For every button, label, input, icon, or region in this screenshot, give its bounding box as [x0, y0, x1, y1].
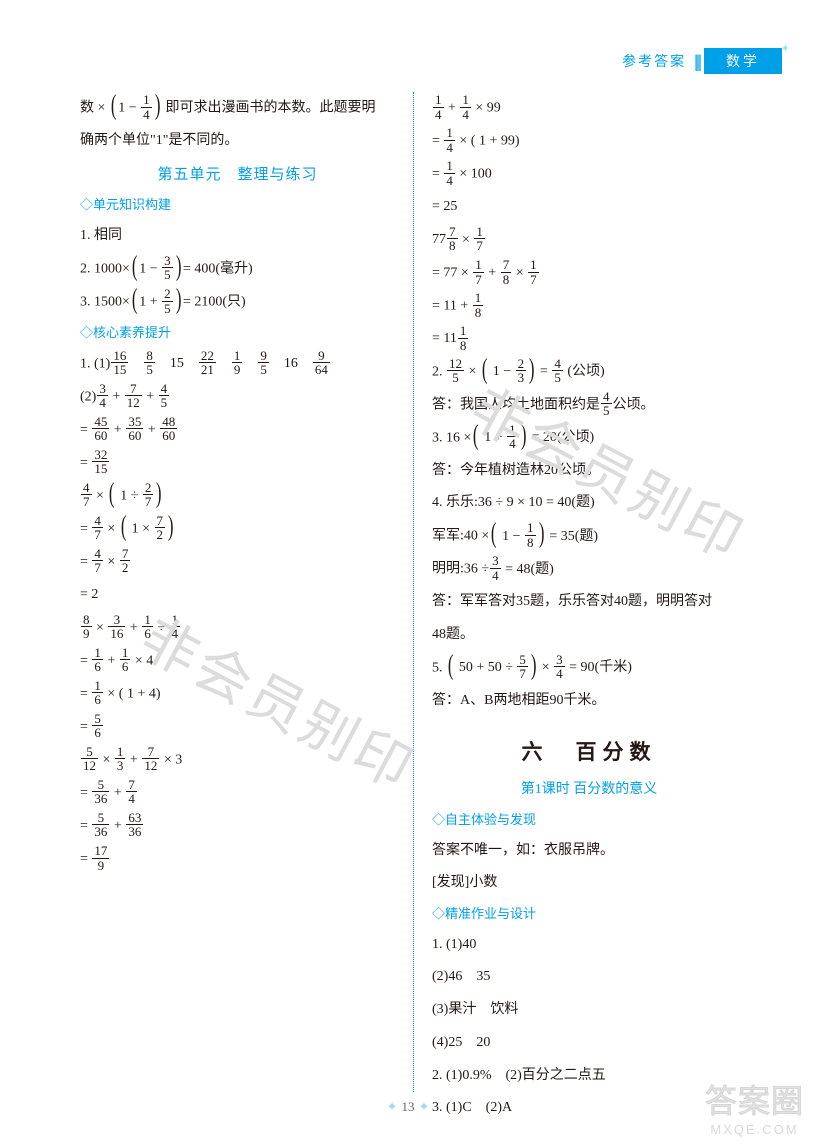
- p1-4-s2: = 16 × ( 1 + 4): [80, 678, 395, 711]
- header-star-icon: ✦: [781, 42, 790, 55]
- p1-5-s3: = 179: [80, 843, 395, 876]
- p1-2-s2: = 3215: [80, 447, 395, 480]
- lesson-1-title: 第1课时 百分数的意义: [432, 776, 746, 805]
- q4a: 4. 乐乐:36 ÷ 9 × 10 = 40(题): [432, 487, 746, 520]
- p1-3: 47 × ( 1 ÷ 27): [80, 480, 395, 513]
- header-subject: 数学: [704, 48, 782, 74]
- page-header: 参考答案 ||| 数学 ✦: [622, 48, 782, 74]
- q3-ans: 答：今年植树造林20公顷。: [432, 455, 746, 488]
- section-knowledge: ◇单元知识构建: [80, 192, 395, 219]
- p1-5: 512 × 13 + 712 × 3: [80, 744, 395, 777]
- intro-line-1: 数 × (1 − 14) 即可求出漫画书的本数。此题要明: [80, 92, 395, 125]
- r2-s1: = 77 × 17 + 78 × 17: [432, 257, 746, 290]
- p1-4-s3: = 56: [80, 711, 395, 744]
- q3: 3. 16 ×( 1 + 14) = 20(公顷): [432, 422, 746, 455]
- r1: 14 + 14 × 99: [432, 92, 746, 125]
- ch6-q2: 2. (1)0.9% (2)百分之二点五: [432, 1060, 746, 1093]
- page-number: ✦13✦: [0, 1099, 816, 1115]
- ch6-q1: 1. (1)40: [432, 929, 746, 962]
- section-self: ◇自主体验与发现: [432, 807, 746, 834]
- footer-watermark-logo: 答案圈 MXQE.COM: [705, 1076, 804, 1137]
- section-precision: ◇精准作业与设计: [432, 901, 746, 928]
- p1-5-s2: = 536 + 6336: [80, 810, 395, 843]
- header-bars-icon: |||: [694, 51, 700, 72]
- r2: 7778 × 17: [432, 224, 746, 257]
- r1-s3: = 25: [432, 191, 746, 224]
- q2: 2. 125 × ( 1 − 23) = 45 (公顷): [432, 356, 746, 389]
- p1-4-s1: = 16 + 16 × 4: [80, 645, 395, 678]
- p1-1: 1. (1)161585152221199516964: [80, 348, 395, 381]
- intro-line-2: 确两个单位"1"是不同的。: [80, 125, 395, 158]
- left-column: 数 × (1 − 14) 即可求出漫画书的本数。此题要明 确两个单位"1"是不同…: [80, 92, 413, 1092]
- chapter-6-title: 六 百分数: [432, 731, 746, 774]
- right-column: 14 + 14 × 99 = 14 × ( 1 + 99) = 14 × 100…: [413, 92, 746, 1092]
- ch6-q1b: (2)46 35: [432, 961, 746, 994]
- q5: 5. ( 50 + 50 ÷ 57) × 34 = 90(千米): [432, 652, 746, 685]
- r1-s2: = 14 × 100: [432, 158, 746, 191]
- q4-ans2: 48题。: [432, 619, 746, 652]
- q4b: 军军:40 ×( 1 − 18) = 35(题): [432, 520, 746, 553]
- r1-s1: = 14 × ( 1 + 99): [432, 125, 746, 158]
- p1-3-s3: = 2: [80, 579, 395, 612]
- p1-2-s1: = 4560 + 3560 + 4860: [80, 414, 395, 447]
- p1-5-s1: = 536 + 74: [80, 777, 395, 810]
- p1-2: (2)34 + 712 + 45: [80, 381, 395, 414]
- ch6-l1: 答案不唯一，如：衣服吊牌。: [432, 835, 746, 868]
- r2-s3: = 1118: [432, 323, 746, 356]
- q4c: 明明:36 ÷34 = 48(题): [432, 553, 746, 586]
- ch6-l2: [发现]小数: [432, 867, 746, 900]
- p1-3-s1: = 47 × ( 1 × 72): [80, 513, 395, 546]
- p1-3-s2: = 47 × 72: [80, 546, 395, 579]
- q5-ans: 答：A、B两地相距90千米。: [432, 685, 746, 718]
- item-1: 1. 相同: [80, 220, 395, 253]
- q2-ans: 答：我国人均土地面积约是45公顷。: [432, 389, 746, 422]
- item-2: 2. 1000×(1 − 35)= 400(毫升): [80, 253, 395, 286]
- section-core: ◇核心素养提升: [80, 320, 395, 347]
- content-area: 数 × (1 − 14) 即可求出漫画书的本数。此题要明 确两个单位"1"是不同…: [80, 92, 746, 1092]
- ch6-q1c: (3)果汁 饮料: [432, 994, 746, 1027]
- r2-s2: = 11 + 18: [432, 290, 746, 323]
- p1-4: 89 × 316 + 16 ÷ 14: [80, 612, 395, 645]
- header-ref: 参考答案: [622, 51, 686, 71]
- unit5-title: 第五单元 整理与练习: [80, 160, 395, 191]
- item-3: 3. 1500×(1 + 25)= 2100(只): [80, 286, 395, 319]
- q4-ans1: 答：军军答对35题，乐乐答对40题，明明答对: [432, 586, 746, 619]
- ch6-q1d: (4)25 20: [432, 1027, 746, 1060]
